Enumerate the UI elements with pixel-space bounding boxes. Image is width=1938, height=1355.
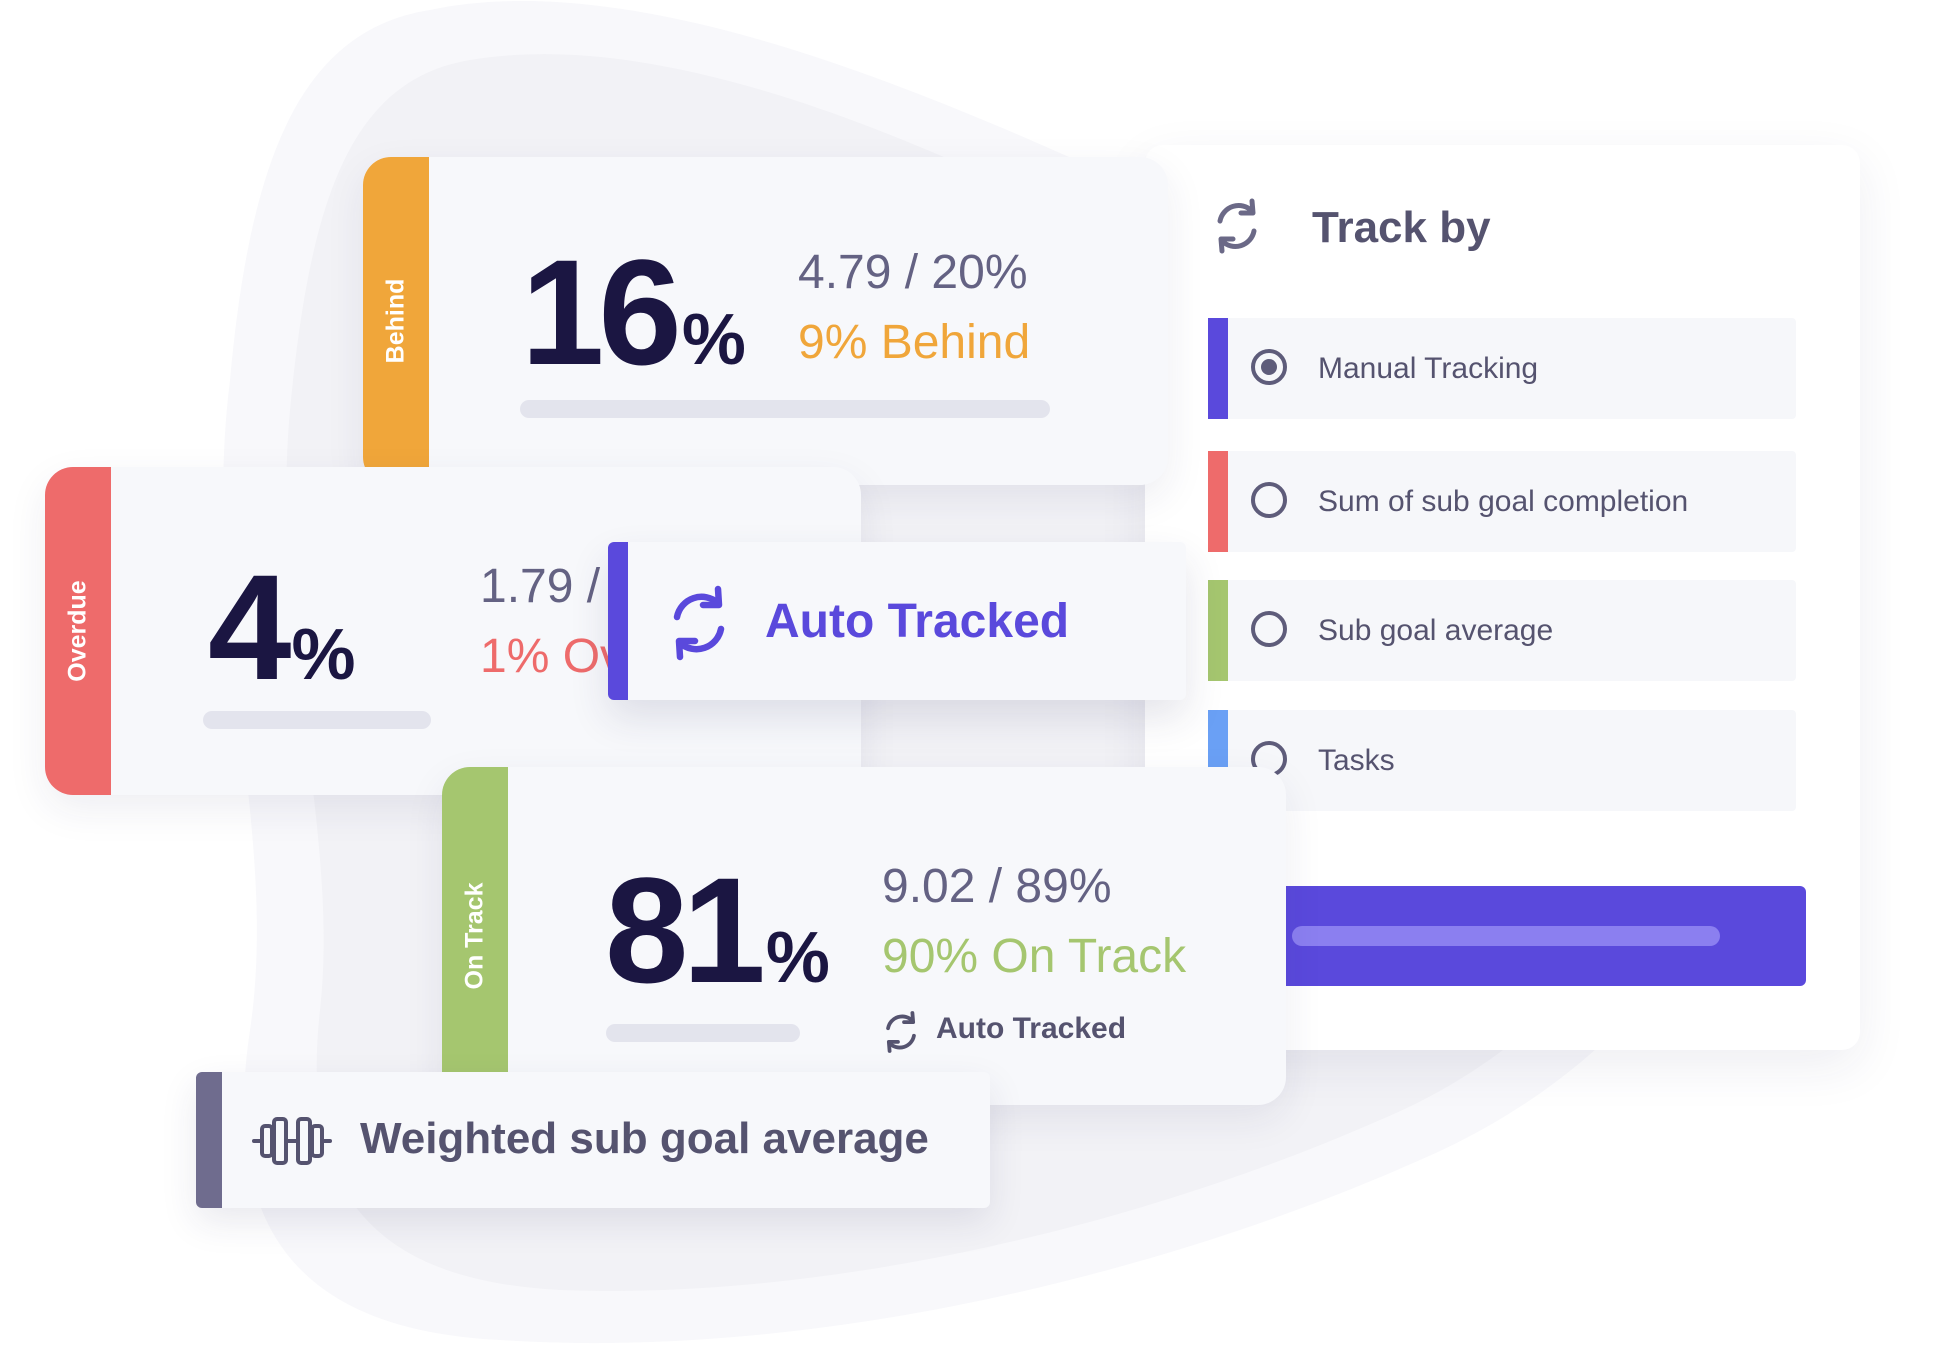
goal-card-behind[interactable]: Behind 16% 4.79 / 20% 9% Behind <box>363 157 1168 485</box>
goal-card-on-track[interactable]: On Track 81% 9.02 / 89% 90% On Track <box>442 767 1286 1105</box>
progress-fraction: 4.79 / 20% <box>798 246 1028 299</box>
sync-icon <box>1217 198 1257 254</box>
progress-bar <box>606 1024 800 1042</box>
radio-icon[interactable] <box>1251 611 1287 647</box>
track-by-title: Track by <box>1312 203 1491 252</box>
auto-tracked-label: Auto Tracked <box>936 1012 1127 1045</box>
option-manual-tracking[interactable]: Manual Tracking <box>1208 318 1796 419</box>
option-label: Sub goal average <box>1318 614 1554 647</box>
status-text: 9% Behind <box>798 316 1031 369</box>
option-tasks[interactable]: Tasks <box>1208 710 1796 811</box>
option-accent <box>1208 580 1228 681</box>
sync-icon <box>673 585 725 661</box>
status-stripe: Overdue <box>45 467 111 795</box>
status-tag: On Track <box>460 882 489 990</box>
progress-bar <box>520 400 1050 418</box>
status-tag: Overdue <box>63 580 92 682</box>
option-sum-of-sub-goal-completion[interactable]: Sum of sub goal completion <box>1208 451 1796 552</box>
sync-icon <box>886 1011 916 1053</box>
status-tag: Behind <box>381 278 410 364</box>
progress-percent: 4% <box>208 543 356 711</box>
weighted-label: Weighted sub goal average <box>360 1114 929 1163</box>
progress-bar <box>203 711 431 729</box>
radio-icon[interactable] <box>1251 482 1287 518</box>
dumbbell-icon <box>252 1117 332 1165</box>
radio-selected-icon[interactable] <box>1251 349 1287 385</box>
progress-fraction: 9.02 / 89% <box>882 860 1112 913</box>
option-label: Sum of sub goal completion <box>1318 485 1689 518</box>
option-sub-goal-average[interactable]: Sub goal average <box>1208 580 1796 681</box>
progress-percent: 81% <box>605 846 830 1014</box>
submit-button[interactable] <box>1270 886 1806 986</box>
option-label: Manual Tracking <box>1318 352 1539 385</box>
auto-tracked-pill[interactable]: Auto Tracked <box>608 542 1186 700</box>
status-text: 90% On Track <box>882 930 1187 983</box>
progress-fraction: 1.79 / <box>480 560 601 613</box>
option-label: Tasks <box>1318 744 1395 777</box>
status-text: 1% Ov <box>480 630 625 683</box>
auto-tracked-label: Auto Tracked <box>765 595 1070 648</box>
option-accent <box>1208 451 1228 552</box>
status-stripe: On Track <box>442 767 508 1105</box>
submit-button-placeholder <box>1292 926 1720 946</box>
progress-percent: 16% <box>521 228 746 396</box>
weighted-sub-goal-average-pill[interactable]: Weighted sub goal average <box>196 1072 990 1208</box>
pill-accent <box>196 1072 222 1208</box>
pill-accent <box>608 542 628 700</box>
option-accent <box>1208 318 1228 419</box>
status-stripe: Behind <box>363 157 429 485</box>
